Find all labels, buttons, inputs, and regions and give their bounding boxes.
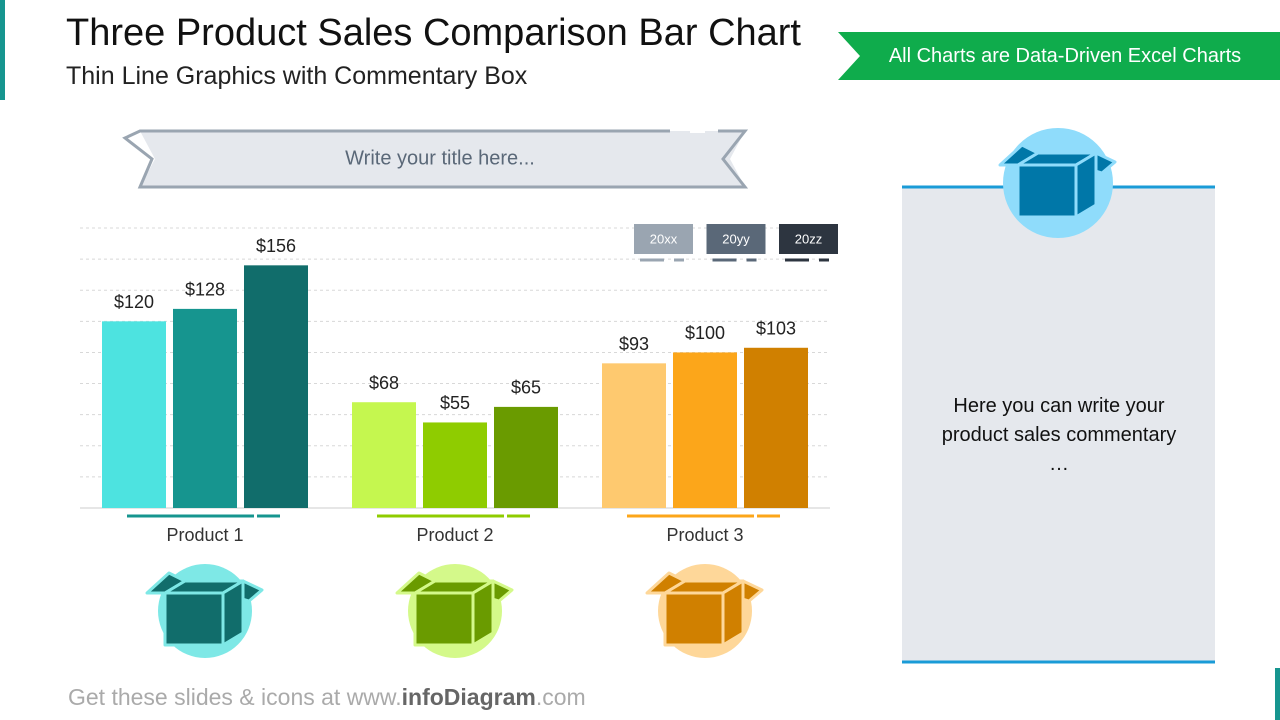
box-side: [721, 579, 745, 647]
footer-brand: infoDiagram: [401, 684, 536, 710]
legend-label: 20yy: [722, 231, 750, 246]
comment-panel: [902, 187, 1215, 662]
chart-title: Write your title here...: [345, 147, 535, 169]
legend-swatch: [706, 224, 766, 254]
value-label: $128: [185, 280, 225, 300]
footer-suffix: .com: [535, 684, 586, 710]
icons: [145, 128, 1117, 658]
bar: [602, 363, 666, 508]
bar: [744, 347, 808, 508]
bar: [173, 308, 237, 508]
legend-swatch: [779, 224, 838, 254]
legend-label: 20zz: [795, 231, 822, 246]
value-label: $156: [256, 236, 296, 256]
value-label: $55: [440, 393, 470, 413]
value-label: $68: [369, 373, 399, 393]
title-ribbon: [140, 131, 745, 187]
value-label: $93: [619, 334, 649, 354]
badge-ribbon: [838, 32, 1280, 80]
accent-bar: [0, 0, 5, 100]
title-ribbon-outline: [122, 129, 749, 189]
legend-swatch: [634, 224, 693, 254]
accent-bar: [1275, 668, 1280, 720]
subtitle: Thin Line Graphics with Commentary Box: [66, 62, 528, 90]
footer-text: Get these slides & icons at www.: [68, 684, 402, 710]
box-side: [471, 579, 495, 647]
box-front: [1016, 163, 1078, 219]
legend-label: 20xx: [650, 231, 678, 246]
box-front: [163, 591, 225, 647]
value-label: $65: [511, 378, 541, 398]
x-tick-label: Product 2: [416, 525, 493, 545]
box-front: [413, 591, 475, 647]
footer: Get these slides & icons at www.infoDiag…: [68, 684, 586, 711]
badge: All Charts are Data-Driven Excel Charts: [888, 45, 1242, 67]
title: Three Product Sales Comparison Bar Chart: [66, 12, 801, 54]
bar: [673, 352, 737, 508]
value-label: $100: [685, 323, 725, 343]
bar: [494, 406, 558, 508]
commentary: Here you can write your product sales co…: [941, 395, 1177, 475]
box-side: [221, 579, 245, 647]
bar: [352, 402, 416, 508]
x-tick-label: Product 1: [166, 525, 243, 545]
bar: [244, 265, 308, 508]
box-side: [1074, 151, 1098, 219]
value-label: $120: [114, 292, 154, 312]
bar: [423, 422, 487, 508]
x-tick-label: Product 3: [666, 525, 743, 545]
box-front: [663, 591, 725, 647]
value-label: $103: [756, 319, 796, 339]
bar: [102, 321, 166, 508]
